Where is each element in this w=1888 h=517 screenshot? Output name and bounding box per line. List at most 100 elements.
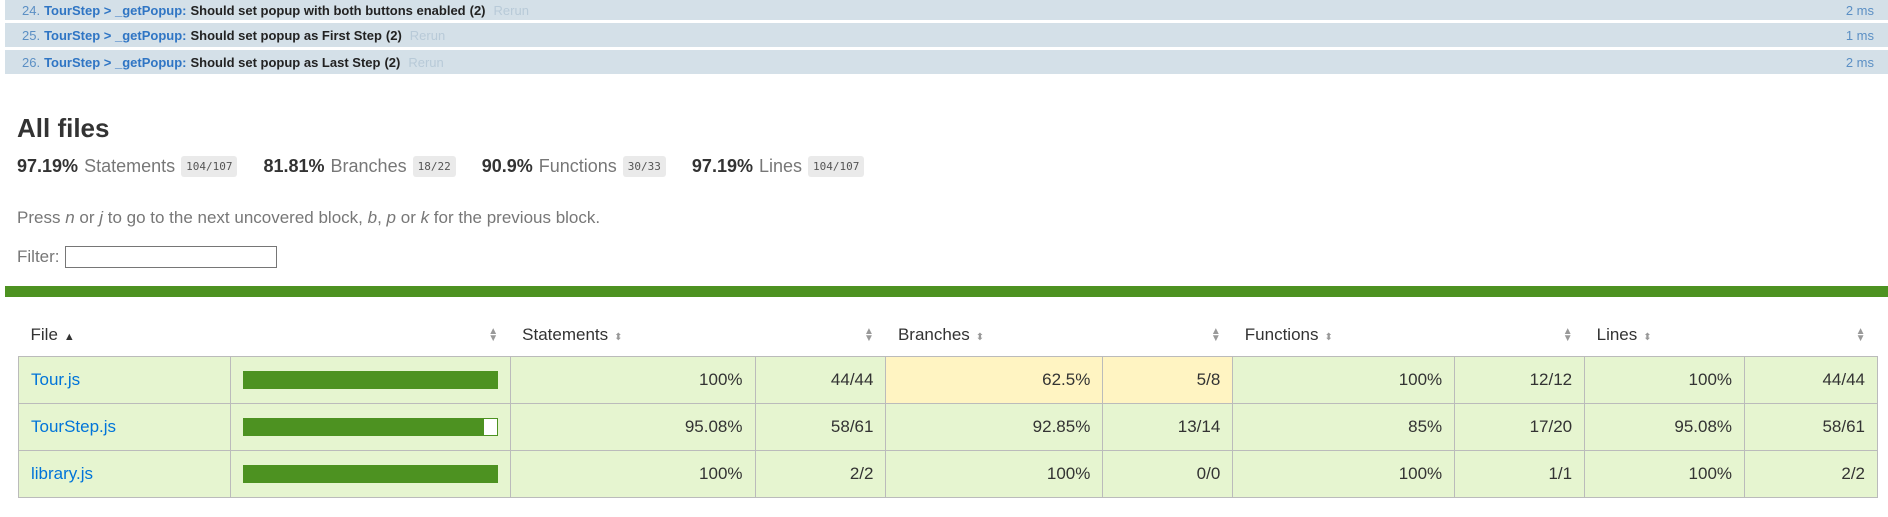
coverage-bar-cell (229, 450, 511, 498)
test-duration: 2 ms (1845, 2, 1874, 18)
test-suite: TourStep > _getPopup: (44, 54, 187, 70)
coverage-bar (242, 465, 498, 483)
summary-pct: 81.81% (263, 156, 325, 176)
summary-label: Branches (330, 156, 407, 176)
summary-pct: 97.19% (17, 156, 79, 176)
summary-branches: 81.81% Branches 18/22 (263, 156, 456, 177)
header-lines-raw[interactable]: ▲ ▼ (1745, 314, 1878, 357)
header-statements-raw[interactable]: ▲ ▼ (755, 314, 886, 357)
table-row: Tour.js 100% 44/44 62.5% 5/8 100% 12/12 100% 44/… (18, 356, 1878, 404)
sort-icon: ▲ ▼ (1562, 326, 1573, 344)
branches-pct: 92.85% (885, 403, 1104, 451)
summary-functions: 90.9% Functions 30/33 (482, 156, 666, 177)
sort-icon: ⬍ (1324, 332, 1333, 343)
header-file[interactable]: File ▲ (30, 325, 75, 344)
lines-frac: 2/2 (1744, 450, 1878, 498)
coverage-bar (242, 371, 498, 389)
functions-pct: 85% (1232, 403, 1456, 451)
statements-frac: 2/2 (754, 450, 887, 498)
file-cell: TourStep.js (18, 403, 231, 451)
test-duration: 2 ms (1845, 54, 1874, 70)
status-bar (5, 286, 1888, 297)
header-functions-raw[interactable]: ▲ ▼ (1455, 314, 1585, 357)
filter-label: Filter: (17, 247, 60, 266)
header-lines[interactable]: Lines ⬍ (1596, 325, 1652, 344)
functions-pct: 100% (1232, 356, 1456, 404)
lines-pct: 95.08% (1584, 403, 1746, 451)
statements-pct: 95.08% (509, 403, 756, 451)
lines-pct: 100% (1584, 450, 1746, 498)
filter-input[interactable] (64, 246, 277, 268)
keyboard-hint: Press n or j to go to the next uncovered… (17, 208, 601, 227)
header-functions[interactable]: Functions ⬍ (1244, 325, 1333, 344)
coverage-header: All files (17, 113, 109, 144)
test-index: 25. (22, 27, 41, 43)
sort-icon: ⬍ (1643, 332, 1652, 343)
rerun-link[interactable]: Rerun (409, 27, 446, 43)
header-file-bar[interactable]: ▲ ▼ (230, 314, 510, 357)
file-link[interactable]: library.js (31, 464, 94, 483)
statements-pct: 100% (509, 356, 756, 404)
table-row: library.js 100% 2/2 100% 0/0 100% 1/1 100% 2/2 (18, 450, 1878, 498)
sort-icon: ⬍ (975, 332, 985, 343)
test-index: 26. (22, 54, 41, 70)
summary-statements: 97.19% Statements 104/107 (17, 156, 238, 177)
summary-fraction: 18/22 (412, 156, 456, 177)
summary-pct: 97.19% (691, 156, 753, 176)
summary-label: Statements (84, 156, 176, 176)
statements-frac: 44/44 (754, 356, 887, 404)
coverage-bar-fill (243, 419, 485, 435)
sort-icon: ▲ ▼ (864, 326, 874, 344)
sort-icon: ▲ ▼ (1855, 326, 1866, 344)
sort-icon: ▲ ▼ (1210, 326, 1221, 344)
table-row: TourStep.js 95.08% 58/61 92.85% 13/14 85% 17/2… (18, 403, 1878, 451)
coverage-bar-cell (229, 403, 511, 451)
test-name: Should set popup as First Step (190, 27, 382, 43)
file-link[interactable]: Tour.js (31, 370, 81, 389)
page-title: All files (17, 113, 110, 143)
test-row[interactable]: 25. TourStep > _getPopup: Should set pop… (5, 23, 1888, 47)
statements-frac: 58/61 (754, 403, 887, 451)
functions-frac: 1/1 (1454, 450, 1586, 498)
branches-pct: 62.5% (885, 356, 1104, 404)
summary-pct: 90.9% (481, 156, 533, 176)
test-row[interactable]: 26. TourStep > _getPopup: Should set pop… (5, 50, 1888, 74)
sort-asc-icon: ▲ (63, 331, 75, 343)
summary-lines: 97.19% Lines 104/107 (691, 156, 865, 177)
coverage-bar (242, 418, 498, 436)
summary-fraction: 104/107 (181, 156, 238, 177)
lines-frac: 58/61 (1744, 403, 1878, 451)
sort-icon: ⬍ (614, 332, 623, 343)
functions-pct: 100% (1232, 450, 1456, 498)
coverage-bar-cell (229, 356, 511, 404)
summary-fraction: 104/107 (808, 156, 865, 177)
file-cell: library.js (18, 450, 231, 498)
rerun-link[interactable]: Rerun (493, 2, 529, 18)
statements-pct: 100% (509, 450, 756, 498)
branches-frac: 13/14 (1102, 403, 1234, 451)
header-statements[interactable]: Statements ⬍ (522, 325, 623, 344)
test-row[interactable]: 24. TourStep > _getPopup: Should set pop… (5, 0, 1888, 20)
branches-frac: 5/8 (1102, 356, 1234, 404)
test-suite: TourStep > _getPopup: (44, 27, 187, 43)
lines-pct: 100% (1584, 356, 1746, 404)
coverage-bar-fill (243, 372, 497, 388)
header-branches[interactable]: Branches ⬍ (897, 325, 985, 344)
summary-label: Functions (538, 156, 617, 176)
rerun-link[interactable]: Rerun (408, 54, 444, 70)
sort-icon: ▲ ▼ (488, 326, 499, 344)
test-duration: 1 ms (1845, 27, 1874, 43)
test-count: (2) (469, 2, 486, 18)
header-branches-raw[interactable]: ▲ ▼ (1103, 314, 1233, 357)
test-count: (2) (385, 27, 402, 43)
branches-pct: 100% (885, 450, 1104, 498)
test-name: Should set popup with both buttons enabl… (190, 2, 466, 18)
summary-fraction: 30/33 (622, 156, 666, 177)
branches-frac: 0/0 (1102, 450, 1234, 498)
file-cell: Tour.js (18, 356, 231, 404)
file-link[interactable]: TourStep.js (31, 417, 117, 436)
summary-label: Lines (758, 156, 803, 176)
lines-frac: 44/44 (1744, 356, 1878, 404)
test-name: Should set popup as Last Step (190, 54, 381, 70)
test-index: 24. (22, 2, 41, 18)
